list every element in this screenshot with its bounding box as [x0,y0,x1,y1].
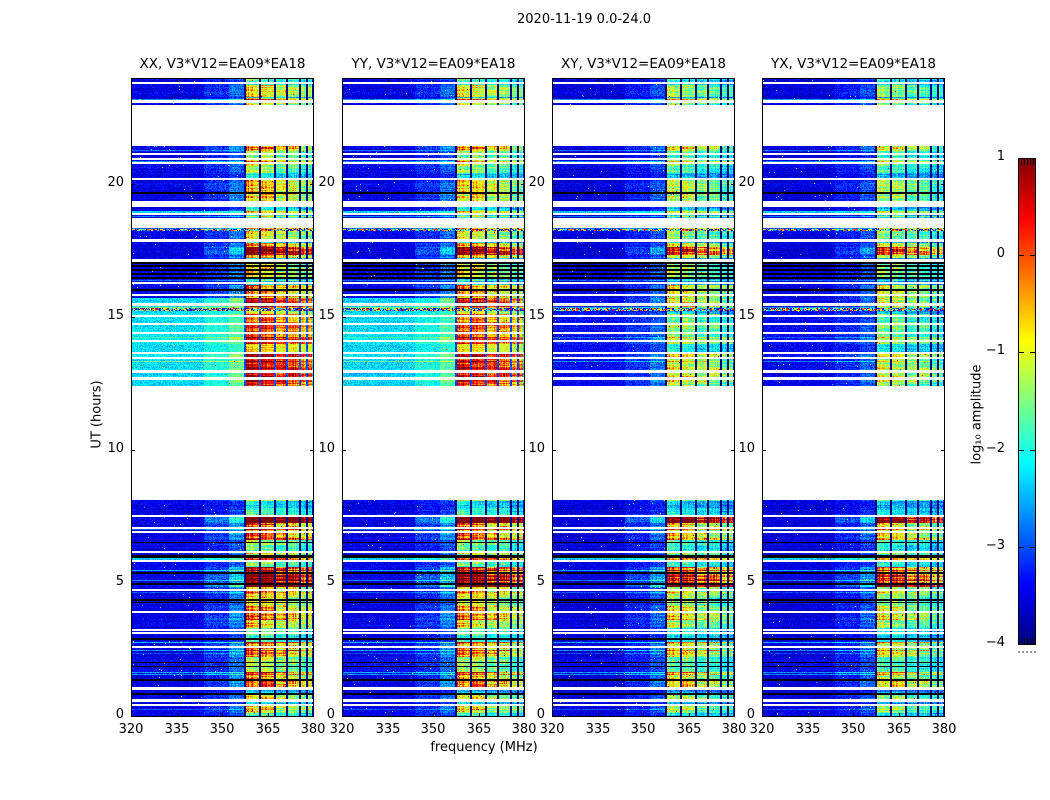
y-tick-label: 0 [536,707,545,722]
x-tick-label: 350 [209,722,235,737]
x-tick-label: 380 [300,722,326,737]
colorbar-tick-label: 1 [996,149,1005,164]
x-tick-label: 320 [118,722,144,737]
y-tick-label: 20 [318,175,335,190]
y-tick-label: 15 [738,308,755,323]
spectrogram-canvas-xy [552,78,735,717]
y-tick-label: 20 [738,175,755,190]
colorbar-tick-label: −3 [985,538,1005,553]
colorbar-tick-label: 0 [996,246,1005,261]
colorbar-tick-label: −4 [985,635,1005,650]
spectrogram-canvas-yx [762,78,945,717]
y-tick-label: 5 [536,574,545,589]
y-tick-label: 20 [107,175,124,190]
spectrogram-canvas-yy [342,78,525,717]
panel-title-xy: XY, V3*V12=EA09*EA18 [560,56,727,72]
x-tick-label: 365 [466,722,492,737]
colorbar [1018,158,1036,645]
x-tick-label: 335 [795,722,821,737]
x-tick-label: 335 [164,722,190,737]
x-tick-label: 335 [585,722,611,737]
y-tick-label: 0 [115,707,124,722]
x-tick-label: 365 [676,722,702,737]
x-tick-label: 320 [329,722,355,737]
x-tick-label: 320 [749,722,775,737]
spectrogram-canvas-xx [131,78,314,717]
panel-title-yx: YX, V3*V12=EA09*EA18 [770,56,937,72]
panel-title-yy: YY, V3*V12=EA09*EA18 [351,56,516,72]
x-tick-label: 380 [511,722,537,737]
y-tick-label: 10 [107,441,124,456]
colorbar-minor-dots [1018,651,1036,653]
x-tick-label: 335 [375,722,401,737]
x-tick-label: 365 [255,722,281,737]
y-tick-label: 15 [107,308,124,323]
y-tick-label: 0 [326,707,335,722]
y-tick-label: 10 [738,441,755,456]
y-tick-label: 5 [746,574,755,589]
y-tick-label: 5 [326,574,335,589]
panel-title-xx: XX, V3*V12=EA09*EA18 [139,56,306,72]
x-axis-label: frequency (MHz) [430,740,538,755]
y-tick-label: 5 [115,574,124,589]
x-tick-label: 350 [420,722,446,737]
x-tick-label: 320 [539,722,565,737]
x-tick-label: 380 [931,722,957,737]
colorbar-label: log₁₀ amplitude [969,364,985,465]
x-tick-label: 350 [630,722,656,737]
y-tick-label: 10 [318,441,335,456]
x-tick-label: 365 [886,722,912,737]
x-tick-label: 380 [721,722,747,737]
y-tick-label: 0 [746,707,755,722]
colorbar-tick-label: −1 [985,343,1005,358]
y-axis-label: UT (hours) [89,380,105,449]
x-tick-label: 350 [840,722,866,737]
figure-title: 2020-11-19 0.0-24.0 [517,12,651,27]
y-tick-label: 20 [528,175,545,190]
y-tick-label: 10 [528,441,545,456]
y-tick-label: 15 [528,308,545,323]
colorbar-tick-label: −2 [985,441,1005,456]
y-tick-label: 15 [318,308,335,323]
